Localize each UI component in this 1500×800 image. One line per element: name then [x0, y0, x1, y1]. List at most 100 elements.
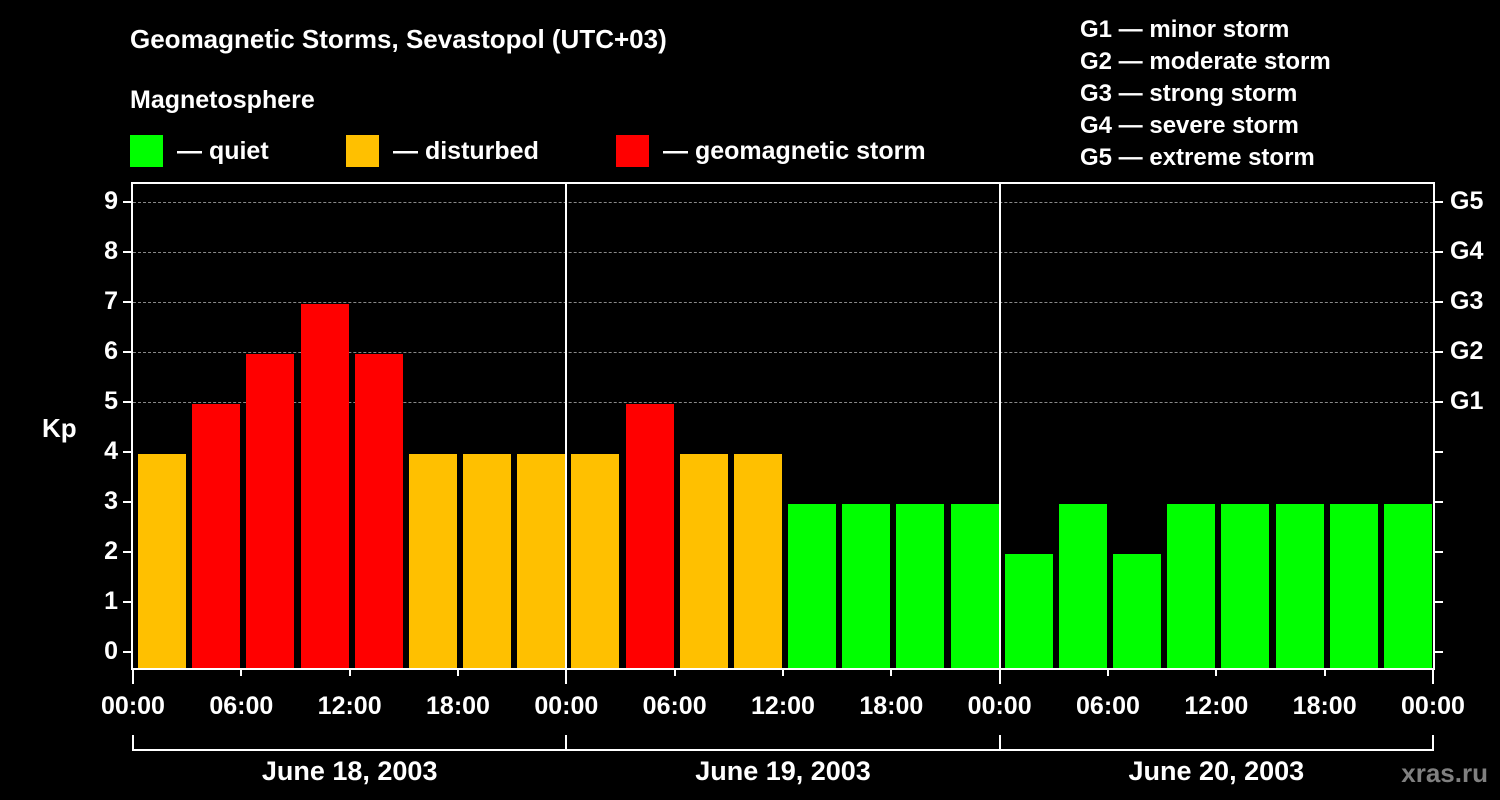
kp-bar	[1329, 504, 1378, 668]
y-tick-label: 9	[104, 187, 118, 215]
kp-bar	[733, 454, 782, 668]
gridline	[133, 352, 1433, 353]
legend-quiet: — quiet	[130, 135, 269, 167]
x-tick	[1215, 668, 1218, 676]
x-tick	[1432, 668, 1434, 684]
kp-bar	[1167, 504, 1216, 668]
x-tick	[240, 668, 243, 676]
storm-swatch	[616, 135, 649, 167]
right-tick	[1435, 201, 1443, 203]
x-tick	[348, 668, 351, 676]
gridline	[133, 402, 1433, 403]
chart-subtitle: Magnetosphere	[130, 86, 315, 114]
right-tick	[1435, 601, 1443, 603]
x-tick	[890, 668, 893, 676]
y-tick-label: 3	[104, 487, 118, 515]
right-tick	[1435, 301, 1443, 303]
date-label: June 18, 2003	[261, 756, 438, 786]
x-tick-label: 06:00	[642, 692, 707, 720]
y-tick-label: 4	[104, 437, 118, 465]
g-scale-label: G2	[1450, 337, 1484, 365]
legend-quiet-label: — quiet	[177, 136, 269, 165]
x-tick-label: 00:00	[967, 692, 1032, 720]
x-tick-label: 12:00	[751, 692, 815, 720]
kp-bar	[842, 504, 891, 668]
date-bracket	[565, 735, 1001, 751]
date-bracket-end	[1432, 735, 1434, 751]
plot-area	[131, 182, 1435, 670]
x-tick-label: 12:00	[1184, 692, 1249, 720]
g-legend-item: G5 — extreme storm	[1080, 144, 1315, 171]
x-tick	[132, 668, 134, 684]
x-tick	[1107, 668, 1109, 676]
date-bracket	[998, 735, 1434, 751]
kp-bar	[1383, 504, 1432, 668]
g-scale-label: G3	[1450, 287, 1484, 315]
y-tick	[123, 201, 131, 203]
g-legend-item: G3 — strong storm	[1080, 80, 1298, 107]
kp-bar	[408, 454, 457, 668]
g-scale-label: G1	[1450, 387, 1484, 415]
right-tick	[1435, 351, 1443, 353]
x-tick	[457, 668, 459, 676]
kp-bar	[192, 404, 241, 668]
x-tick-label: 06:00	[1076, 692, 1140, 720]
kp-bar	[246, 354, 295, 668]
x-tick-label: 00:00	[101, 692, 165, 720]
g-legend-item: G2 — moderate storm	[1080, 48, 1331, 75]
x-tick-label: 18:00	[859, 692, 924, 720]
y-tick-label: 6	[104, 337, 118, 365]
legend-storm-label: — geomagnetic storm	[663, 136, 926, 165]
y-tick	[123, 551, 131, 553]
x-tick-label: 06:00	[209, 692, 274, 720]
right-tick	[1435, 651, 1443, 653]
x-tick	[782, 668, 784, 676]
disturbed-swatch	[346, 135, 379, 167]
y-axis-label: Kp	[42, 413, 77, 443]
kp-bar	[1275, 504, 1324, 668]
y-tick-label: 0	[104, 637, 118, 665]
x-tick-label: 00:00	[534, 692, 599, 720]
y-tick	[123, 501, 131, 503]
gridline	[133, 252, 1433, 253]
g-legend-item: G1 — minor storm	[1080, 16, 1290, 43]
x-tick	[673, 668, 676, 676]
y-tick	[123, 251, 131, 253]
g-scale-legend: G1 — minor storm G2 — moderate storm G3 …	[1080, 14, 1331, 174]
y-tick-label: 8	[104, 237, 118, 265]
y-tick	[123, 601, 131, 603]
right-tick	[1435, 451, 1443, 453]
x-tick-label: 12:00	[317, 692, 382, 720]
kp-bar	[354, 354, 403, 668]
chart-title: Geomagnetic Storms, Sevastopol (UTC+03)	[130, 24, 667, 54]
kp-bar	[300, 304, 349, 668]
x-tick-label: 18:00	[1292, 692, 1357, 720]
y-tick	[123, 351, 131, 353]
kp-bar	[788, 504, 837, 668]
x-tick	[1323, 668, 1326, 676]
y-tick-label: 7	[104, 287, 118, 315]
y-tick-label: 2	[104, 537, 118, 565]
kp-bar	[463, 454, 512, 668]
y-tick	[123, 301, 131, 303]
day-separator	[565, 184, 568, 668]
kp-bar	[138, 454, 187, 668]
x-tick-label: 18:00	[426, 692, 490, 720]
date-bracket	[132, 735, 568, 751]
x-tick-label: 00:00	[1401, 692, 1465, 720]
legend-disturbed-label: — disturbed	[393, 136, 539, 165]
legend-storm: — geomagnetic storm	[616, 135, 926, 167]
y-tick	[123, 651, 131, 653]
right-tick	[1435, 501, 1443, 503]
g-legend-item: G4 — severe storm	[1080, 112, 1299, 139]
y-tick-label: 1	[104, 587, 118, 615]
x-tick	[998, 668, 1001, 684]
day-separator	[998, 184, 1001, 668]
quiet-swatch	[130, 135, 163, 167]
right-tick	[1435, 251, 1443, 253]
g-scale-label: G5	[1450, 187, 1484, 215]
kp-bar	[1004, 554, 1053, 668]
y-tick	[123, 451, 131, 453]
legend-disturbed: — disturbed	[346, 135, 539, 167]
watermark: xras.ru	[1401, 758, 1488, 788]
